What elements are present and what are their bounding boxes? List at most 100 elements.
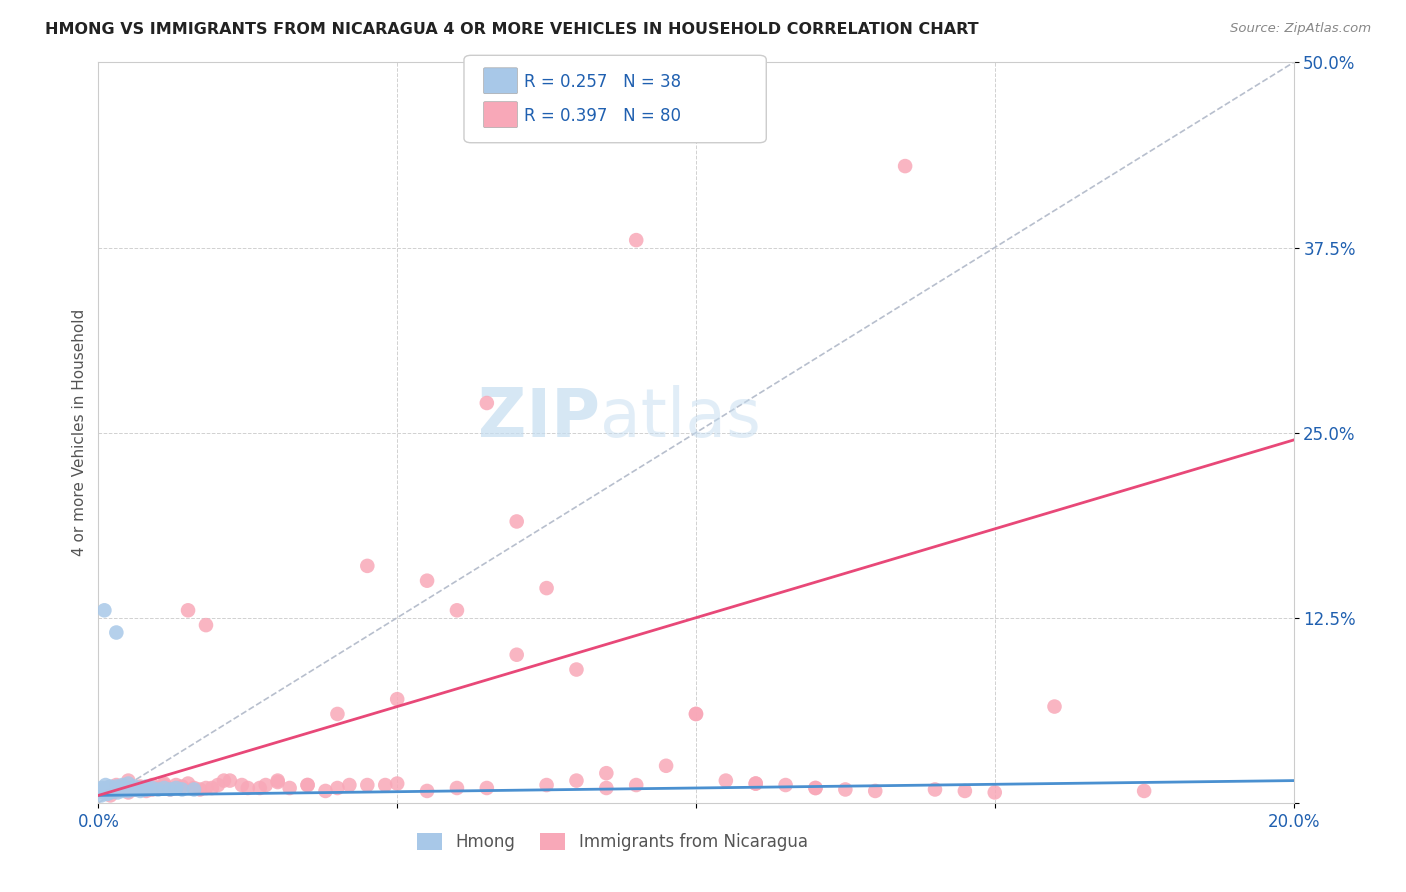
Point	[195, 618, 218, 632]
Point	[984, 785, 1007, 799]
Point	[195, 780, 218, 795]
Point	[105, 784, 128, 798]
Point	[100, 782, 122, 797]
Point	[416, 784, 439, 798]
Text: ZIP: ZIP	[478, 384, 600, 450]
Point	[804, 780, 827, 795]
Point	[278, 780, 301, 795]
Point	[117, 780, 139, 795]
Point	[416, 574, 439, 588]
Point	[714, 773, 737, 788]
Point	[159, 782, 181, 797]
Point	[1043, 699, 1066, 714]
Point	[117, 785, 139, 799]
Point	[953, 784, 976, 798]
Legend: Hmong, Immigrants from Nicaragua: Hmong, Immigrants from Nicaragua	[411, 826, 814, 857]
Point	[105, 778, 128, 792]
Point	[124, 782, 146, 797]
Point	[595, 766, 617, 780]
Point	[141, 782, 163, 797]
Point	[105, 625, 128, 640]
Point	[172, 782, 194, 797]
Point	[148, 782, 170, 797]
Point	[201, 780, 224, 795]
Point	[153, 776, 176, 790]
Point	[111, 784, 134, 798]
Point	[475, 780, 498, 795]
Point	[297, 778, 319, 792]
Text: atlas: atlas	[600, 384, 761, 450]
Point	[165, 778, 187, 792]
Point	[267, 775, 290, 789]
Point	[267, 773, 290, 788]
Point	[117, 776, 139, 790]
Point	[135, 782, 157, 797]
Point	[96, 780, 118, 795]
Point	[135, 784, 157, 798]
Point	[112, 782, 135, 797]
Point	[111, 778, 134, 792]
Point	[141, 780, 163, 795]
Point	[98, 780, 122, 794]
Point	[188, 782, 211, 797]
Point	[103, 784, 125, 798]
Point	[105, 780, 128, 794]
Point	[153, 780, 176, 795]
Point	[90, 780, 112, 795]
Point	[446, 780, 468, 795]
Point	[446, 603, 468, 617]
Point	[124, 782, 146, 797]
Point	[685, 706, 707, 721]
Point	[595, 780, 617, 795]
Point	[865, 784, 887, 798]
Text: R = 0.397   N = 80: R = 0.397 N = 80	[524, 107, 682, 125]
Point	[356, 778, 378, 792]
Point	[356, 558, 378, 573]
Point	[105, 782, 128, 797]
Point	[111, 780, 134, 795]
Point	[141, 778, 163, 792]
Point	[207, 778, 229, 792]
Point	[177, 603, 200, 617]
Y-axis label: 4 or more Vehicles in Household: 4 or more Vehicles in Household	[72, 309, 87, 557]
Point	[326, 706, 349, 721]
Point	[183, 780, 205, 795]
Point	[231, 778, 253, 792]
Point	[475, 396, 498, 410]
Point	[98, 785, 122, 799]
Point	[236, 780, 259, 795]
Point	[1133, 784, 1156, 798]
Point	[183, 782, 205, 797]
Point	[129, 784, 152, 798]
Point	[165, 780, 187, 795]
Point	[129, 780, 152, 794]
Point	[212, 773, 235, 788]
Point	[655, 758, 678, 772]
Text: Source: ZipAtlas.com: Source: ZipAtlas.com	[1230, 22, 1371, 36]
Point	[249, 780, 271, 795]
Point	[148, 780, 170, 795]
Point	[385, 692, 409, 706]
Point	[626, 778, 648, 792]
Point	[91, 785, 114, 799]
Point	[385, 776, 409, 790]
Point	[339, 778, 361, 792]
Point	[219, 773, 242, 788]
Point	[254, 778, 277, 792]
Point	[506, 648, 529, 662]
Point	[153, 778, 176, 792]
Point	[94, 784, 117, 798]
Point	[536, 581, 558, 595]
Point	[159, 782, 181, 797]
Point	[804, 780, 827, 795]
Point	[626, 233, 648, 247]
Point	[374, 778, 396, 792]
Point	[315, 784, 337, 798]
Point	[90, 789, 112, 803]
Point	[165, 780, 187, 795]
Point	[93, 603, 115, 617]
Point	[135, 780, 157, 794]
Point	[117, 784, 139, 798]
Point	[834, 782, 856, 797]
Point	[536, 778, 558, 792]
